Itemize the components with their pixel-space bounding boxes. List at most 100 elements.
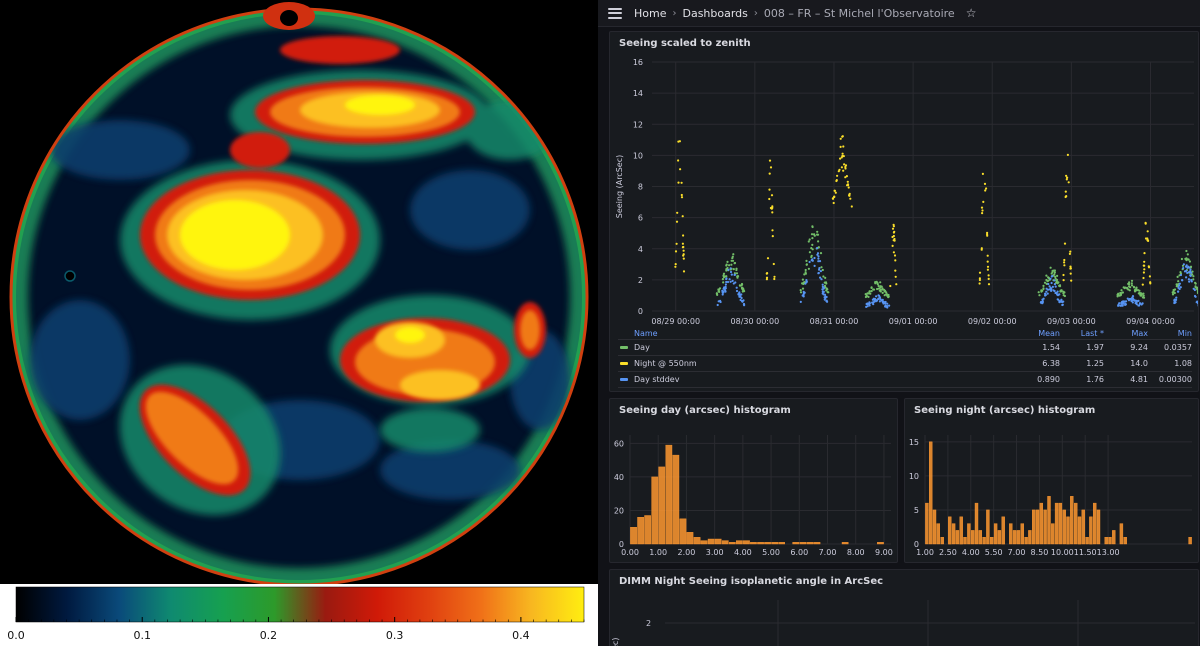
data-point [733, 262, 736, 265]
data-point [728, 264, 731, 267]
histogram-bar [1096, 509, 1101, 545]
data-point [807, 267, 810, 270]
panel-night-histogram[interactable]: Seeing night (arcsec) histogram 0 5 10 15 1.… [904, 398, 1199, 563]
data-point [1058, 284, 1061, 287]
data-point [725, 280, 728, 284]
data-point [980, 206, 984, 209]
data-point [983, 182, 987, 185]
dimm-chart: 2 ec) [611, 600, 1195, 646]
data-point [826, 291, 829, 294]
data-point [681, 215, 684, 218]
histogram-bar [986, 509, 990, 545]
data-point [1140, 293, 1143, 296]
data-point [1056, 298, 1059, 301]
data-point [1141, 283, 1144, 286]
data-point [871, 298, 874, 301]
histogram-bar [1108, 536, 1112, 545]
data-point [864, 293, 867, 296]
x-tick-label: 08/29 00:00 [651, 317, 700, 326]
data-point [892, 251, 895, 254]
data-point [870, 286, 873, 289]
histogram-bar [637, 516, 645, 545]
histogram-bar [1024, 536, 1028, 545]
favorite-star-icon[interactable]: ☆ [965, 6, 977, 20]
data-point [879, 288, 882, 291]
x-tick-label: 8.00 [847, 548, 865, 557]
legend-header-min[interactable]: Min [1177, 328, 1192, 338]
legend-header-max[interactable]: Max [1131, 328, 1148, 338]
data-point [841, 135, 844, 138]
panel-day-histogram[interactable]: Seeing day (arcsec) histogram 0 20 40 60 0.0… [609, 398, 898, 563]
breadcrumb-home[interactable]: Home [634, 6, 667, 20]
data-point [1189, 268, 1192, 271]
histogram-bar [1112, 530, 1116, 545]
data-point [771, 205, 774, 208]
histogram-bar [951, 523, 956, 545]
data-point [1130, 279, 1134, 282]
data-point [1132, 297, 1135, 301]
data-point [1133, 299, 1136, 302]
data-point [769, 166, 773, 169]
panel-seeing-zenith[interactable]: Seeing scaled to zenith 0 2 4 6 8 10 12 14 16 08/… [609, 31, 1199, 392]
seeing-timeseries-chart[interactable]: 0 2 4 6 8 10 12 14 16 08/29 00:00 08/30 00:00 08/31… [610, 32, 1198, 332]
legend-row-day-stddev[interactable]: Day stddev 0.890 1.76 4.81 0.00300 [618, 372, 1192, 388]
data-point [771, 211, 774, 214]
data-point [978, 282, 981, 285]
x-tick-label: 09/03 00:00 [1047, 317, 1096, 326]
hamburger-menu-icon[interactable] [608, 7, 622, 19]
data-point [822, 290, 825, 293]
data-point [721, 293, 724, 296]
data-point [820, 278, 823, 281]
legend-header-last[interactable]: Last * [1080, 328, 1104, 338]
data-point [1137, 292, 1140, 295]
data-point [884, 304, 887, 307]
data-point [1049, 277, 1052, 280]
data-point [832, 201, 835, 205]
histogram-bar [1012, 530, 1017, 545]
data-point [822, 287, 825, 290]
legend-row-day[interactable]: Day 1.54 1.97 9.24 0.0357 [618, 340, 1192, 356]
y-tick-label: 16 [633, 58, 643, 67]
data-point [1047, 282, 1050, 286]
data-point [986, 234, 989, 237]
data-point [799, 289, 802, 292]
data-point [1130, 284, 1134, 287]
night-histogram-chart[interactable]: 0 5 10 15 1.00 2.50 4.00 5.50 7.00 8.50 10.00 11.50… [905, 399, 1198, 562]
x-tick-label: 7.00 [819, 548, 837, 557]
data-point [813, 264, 816, 267]
data-point [819, 270, 822, 273]
breadcrumb-dashboards[interactable]: Dashboards [682, 6, 748, 20]
data-point [891, 235, 894, 239]
data-point [717, 288, 720, 291]
data-point [802, 292, 806, 295]
y-tick-label: 8 [638, 183, 643, 192]
y-tick-label: 0 [619, 540, 624, 549]
data-point [1192, 278, 1195, 281]
data-point [982, 200, 985, 203]
sun-occulter-center [280, 10, 298, 26]
y-tick-label: 10 [633, 151, 643, 160]
data-point [866, 302, 869, 305]
data-point [978, 278, 981, 282]
data-point [1191, 273, 1194, 276]
histogram-bar [1051, 523, 1055, 545]
legend-row-night[interactable]: Night @ 550nm 6.38 1.25 14.0 1.08 [618, 356, 1192, 372]
data-point [1044, 294, 1047, 297]
data-point [1059, 290, 1062, 293]
data-point [1190, 278, 1193, 282]
data-point [1142, 296, 1146, 299]
legend-header-name[interactable]: Name [634, 328, 658, 338]
histogram-bar [651, 476, 659, 545]
day-histogram-chart[interactable]: 0 20 40 60 0.00 1.00 2.00 3.00 4.00 5.00 6.00 7.00 8… [610, 399, 897, 562]
data-point [1144, 237, 1148, 240]
data-point [724, 289, 727, 292]
data-point [1175, 285, 1178, 288]
legend-header-mean[interactable]: Mean [1038, 328, 1060, 338]
x-tick-label: 2.50 [939, 548, 957, 557]
data-point [721, 278, 724, 281]
data-point [1183, 270, 1187, 273]
data-point [739, 298, 742, 302]
data-point [868, 301, 871, 304]
panel-dimm-isoplanatic[interactable]: DIMM Night Seeing isoplanetic angle in A… [609, 569, 1199, 646]
histogram-bar [1123, 536, 1127, 545]
